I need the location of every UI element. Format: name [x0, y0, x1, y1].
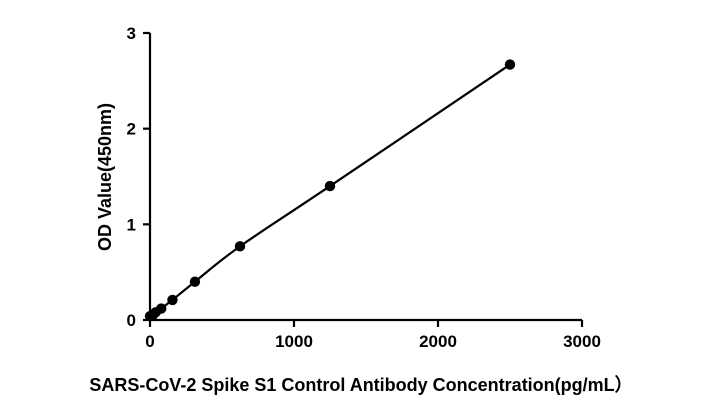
data-point [324, 180, 336, 192]
x-tick-label: 3000 [563, 332, 601, 351]
y-tick-label: 3 [127, 24, 136, 43]
data-point [234, 241, 246, 252]
x-tick-label: 2000 [419, 332, 457, 351]
y-tick-label: 0 [127, 311, 136, 330]
x-axis-ticks: 0 1000 2000 3000 [145, 320, 601, 351]
x-axis-title: SARS-CoV-2 Spike S1 Control Antibody Con… [89, 375, 632, 395]
axes [148, 33, 582, 322]
x-tick-label: 1000 [275, 332, 313, 351]
data-points [144, 59, 516, 322]
data-point [167, 294, 178, 306]
y-tick-label: 2 [127, 120, 136, 139]
y-axis-title: OD Value(450nm) [95, 103, 115, 251]
data-point [504, 59, 516, 70]
data-point [189, 276, 201, 287]
data-point [156, 303, 167, 314]
y-tick-label: 1 [127, 215, 136, 234]
y-axis-ticks: 0 1 2 3 [127, 24, 150, 330]
x-tick-label: 0 [145, 332, 154, 351]
